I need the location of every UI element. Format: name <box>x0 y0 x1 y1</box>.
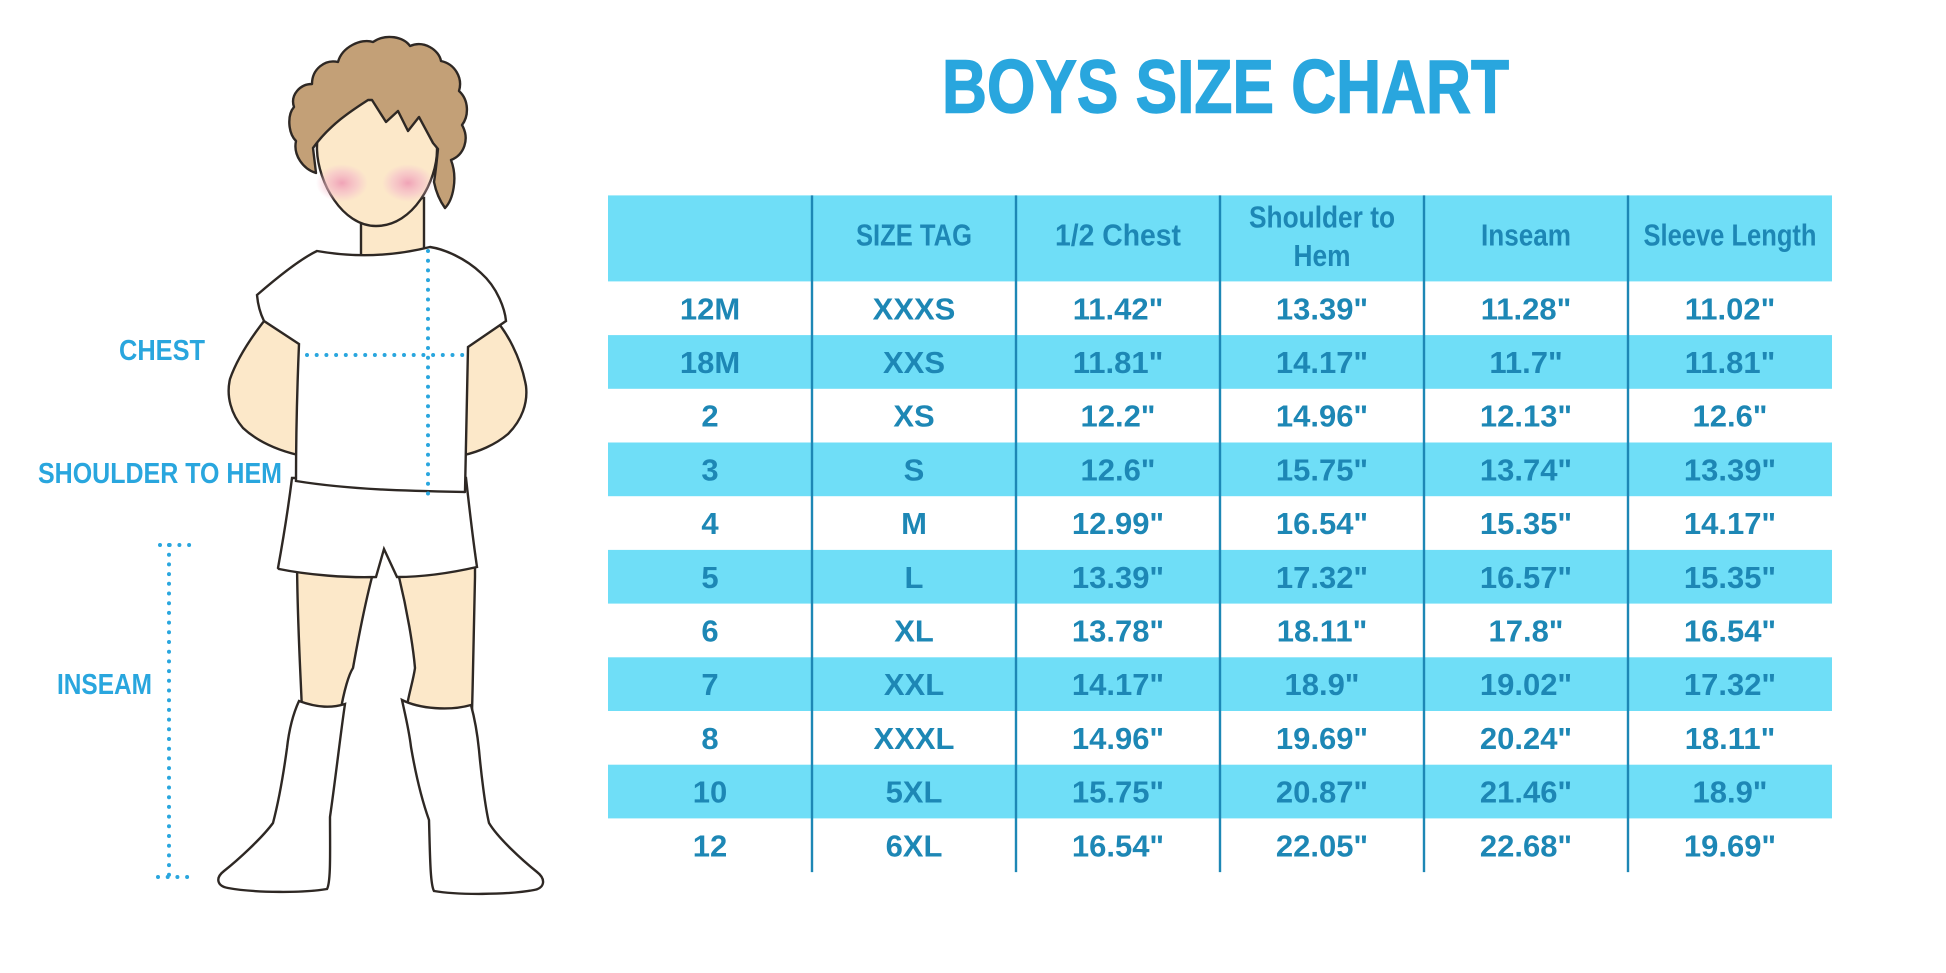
svg-text:10: 10 <box>693 775 727 810</box>
svg-text:11.81": 11.81" <box>1073 345 1164 380</box>
svg-text:Inseam: Inseam <box>1481 218 1571 253</box>
svg-text:S: S <box>904 452 925 487</box>
svg-text:22.05": 22.05" <box>1276 828 1368 863</box>
svg-text:CHEST: CHEST <box>119 335 205 367</box>
svg-text:SIZE TAG: SIZE TAG <box>856 218 972 253</box>
svg-text:14.96": 14.96" <box>1276 399 1368 434</box>
svg-text:13.39": 13.39" <box>1684 452 1776 487</box>
svg-text:17.32": 17.32" <box>1684 667 1776 702</box>
svg-text:21.46": 21.46" <box>1480 775 1572 810</box>
svg-text:12M: 12M <box>680 291 740 326</box>
svg-text:16.57": 16.57" <box>1480 560 1572 595</box>
svg-text:13.39": 13.39" <box>1072 560 1164 595</box>
svg-text:17.32": 17.32" <box>1276 560 1368 595</box>
svg-text:19.02": 19.02" <box>1480 667 1572 702</box>
svg-text:14.17": 14.17" <box>1072 667 1164 702</box>
svg-text:6XL: 6XL <box>886 828 943 863</box>
svg-text:18.11": 18.11" <box>1277 614 1368 649</box>
svg-text:11.28": 11.28" <box>1481 291 1572 326</box>
svg-text:22.68": 22.68" <box>1480 828 1572 863</box>
svg-text:11.81": 11.81" <box>1685 345 1776 380</box>
svg-text:11.42": 11.42" <box>1073 291 1164 326</box>
svg-text:12: 12 <box>693 828 727 863</box>
svg-text:L: L <box>905 560 924 595</box>
svg-text:11.02": 11.02" <box>1685 291 1776 326</box>
svg-text:XXS: XXS <box>883 345 945 380</box>
svg-text:16.54": 16.54" <box>1684 614 1776 649</box>
svg-text:3: 3 <box>701 452 718 487</box>
svg-text:Sleeve Length: Sleeve Length <box>1644 218 1817 253</box>
svg-text:12.6": 12.6" <box>1080 452 1155 487</box>
svg-text:5: 5 <box>701 560 718 595</box>
svg-text:15.35": 15.35" <box>1480 506 1572 541</box>
svg-text:18.11": 18.11" <box>1685 721 1776 756</box>
svg-text:M: M <box>901 506 927 541</box>
svg-text:2: 2 <box>701 399 718 434</box>
svg-text:XS: XS <box>893 399 934 434</box>
svg-text:20.24": 20.24" <box>1480 721 1572 756</box>
svg-text:12.2": 12.2" <box>1080 399 1155 434</box>
svg-text:8: 8 <box>701 721 718 756</box>
svg-text:14.17": 14.17" <box>1684 506 1776 541</box>
svg-text:15.35": 15.35" <box>1684 560 1776 595</box>
svg-text:19.69": 19.69" <box>1276 721 1368 756</box>
svg-text:16.54": 16.54" <box>1276 506 1368 541</box>
svg-text:SHOULDER TO HEM: SHOULDER TO HEM <box>38 458 282 490</box>
svg-text:18.9": 18.9" <box>1284 667 1359 702</box>
svg-text:14.17": 14.17" <box>1276 345 1368 380</box>
svg-text:13.78": 13.78" <box>1072 614 1164 649</box>
svg-text:13.39": 13.39" <box>1276 291 1368 326</box>
svg-text:XL: XL <box>894 614 934 649</box>
svg-text:INSEAM: INSEAM <box>57 669 152 701</box>
svg-text:11.7": 11.7" <box>1489 345 1562 380</box>
svg-text:1/2 Chest: 1/2 Chest <box>1055 218 1181 253</box>
svg-text:BOYS SIZE CHART: BOYS SIZE CHART <box>942 45 1509 129</box>
svg-text:15.75": 15.75" <box>1276 452 1368 487</box>
svg-text:Hem: Hem <box>1294 238 1351 273</box>
svg-text:5XL: 5XL <box>886 775 943 810</box>
svg-text:XXXL: XXXL <box>874 721 955 756</box>
svg-text:17.8": 17.8" <box>1488 614 1563 649</box>
svg-text:12.99": 12.99" <box>1072 506 1164 541</box>
svg-text:XXL: XXL <box>884 667 944 702</box>
svg-text:18.9": 18.9" <box>1692 775 1767 810</box>
svg-text:19.69": 19.69" <box>1684 828 1776 863</box>
svg-text:14.96": 14.96" <box>1072 721 1164 756</box>
svg-text:7: 7 <box>701 667 718 702</box>
svg-text:15.75": 15.75" <box>1072 775 1164 810</box>
svg-text:Shoulder to: Shoulder to <box>1249 200 1395 235</box>
svg-text:16.54": 16.54" <box>1072 828 1164 863</box>
svg-text:4: 4 <box>701 506 719 541</box>
svg-text:XXXS: XXXS <box>873 291 956 326</box>
svg-text:13.74": 13.74" <box>1480 452 1572 487</box>
svg-text:12.13": 12.13" <box>1480 399 1572 434</box>
svg-text:6: 6 <box>701 614 718 649</box>
svg-text:18M: 18M <box>680 345 740 380</box>
svg-text:20.87": 20.87" <box>1276 775 1368 810</box>
svg-text:12.6": 12.6" <box>1692 399 1767 434</box>
